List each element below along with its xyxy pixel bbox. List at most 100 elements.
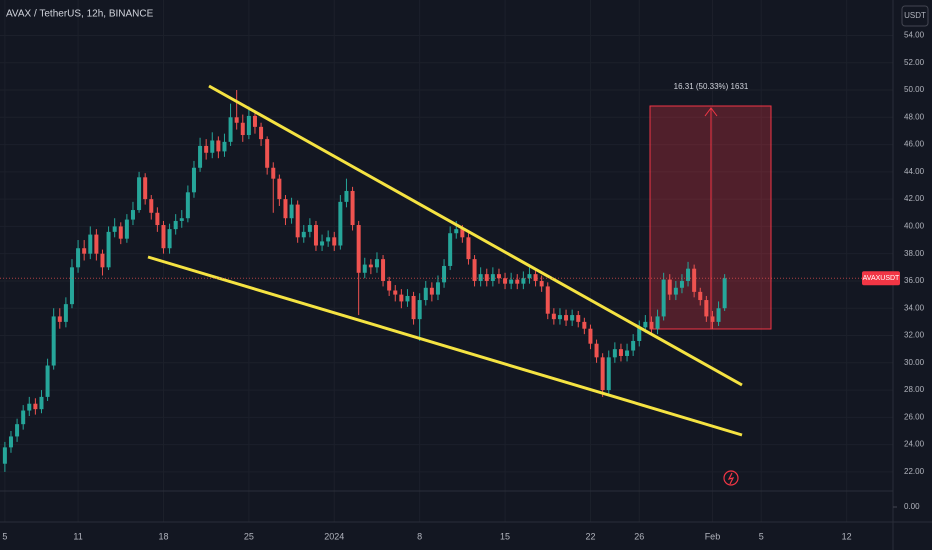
candle-body bbox=[435, 282, 440, 295]
candle-body bbox=[283, 199, 288, 219]
candle-body bbox=[295, 204, 300, 238]
candle-body bbox=[173, 220, 178, 230]
candle-body bbox=[594, 343, 599, 358]
candle-body bbox=[338, 201, 343, 246]
candle-body bbox=[411, 295, 416, 320]
candle-body bbox=[228, 117, 233, 142]
x-tick-label: 11 bbox=[73, 531, 82, 541]
candle-body bbox=[112, 226, 117, 232]
candle-body bbox=[307, 225, 312, 232]
x-tick-label: 15 bbox=[500, 531, 510, 541]
candle-body bbox=[94, 234, 99, 254]
candle-body bbox=[216, 140, 221, 152]
candle-body bbox=[515, 279, 520, 284]
candle-body bbox=[686, 268, 691, 281]
x-tick-label: 22 bbox=[585, 531, 595, 541]
candle-body bbox=[637, 327, 642, 341]
candle-body bbox=[643, 321, 648, 328]
candle-body bbox=[88, 234, 93, 254]
candle-body bbox=[2, 447, 7, 464]
candle-body bbox=[356, 225, 361, 273]
candle-body bbox=[600, 357, 605, 391]
candles bbox=[2, 90, 727, 472]
candle-body bbox=[289, 204, 294, 219]
candle-body bbox=[533, 274, 538, 281]
candle-body bbox=[539, 280, 544, 287]
candle-body bbox=[710, 316, 715, 322]
candle-body bbox=[667, 279, 672, 295]
y-tick-label: 36.00 bbox=[904, 276, 925, 285]
candle-body bbox=[423, 287, 428, 301]
candle-body bbox=[618, 349, 623, 356]
x-tick-label: 12 bbox=[842, 531, 852, 541]
candle-body bbox=[472, 259, 477, 281]
candle-body bbox=[673, 287, 678, 295]
candle-body bbox=[478, 274, 483, 281]
candle-body bbox=[124, 219, 129, 239]
candle-body bbox=[198, 145, 203, 168]
candle-body bbox=[399, 294, 404, 302]
y-tick-label: 50.00 bbox=[904, 85, 925, 94]
candle-body bbox=[429, 287, 434, 295]
candle-body bbox=[45, 365, 50, 397]
x-tick-label: 2024 bbox=[324, 531, 344, 541]
y-tick-label: 54.00 bbox=[904, 31, 925, 40]
x-tick-label: 5 bbox=[759, 531, 764, 541]
currency-box[interactable] bbox=[901, 5, 929, 27]
candle-body bbox=[167, 229, 172, 249]
candle-body bbox=[368, 264, 373, 268]
candle-body bbox=[661, 279, 666, 317]
x-tick-label: 5 bbox=[2, 531, 7, 541]
candle-body bbox=[259, 126, 264, 140]
candle-body bbox=[100, 253, 105, 268]
event-icon[interactable] bbox=[723, 470, 739, 486]
candle-body bbox=[210, 140, 215, 153]
trend-line-upper bbox=[208, 84, 743, 387]
candle-body bbox=[381, 259, 386, 281]
candle-body bbox=[265, 139, 270, 168]
candle-body bbox=[606, 357, 611, 391]
candle-body bbox=[551, 313, 556, 320]
y-tick-label: 34.00 bbox=[904, 303, 925, 312]
candle-body bbox=[466, 237, 471, 260]
candle-body bbox=[277, 178, 282, 200]
grid bbox=[0, 0, 893, 522]
candle-body bbox=[320, 241, 325, 246]
candle-body bbox=[161, 225, 166, 249]
candle-body bbox=[496, 274, 501, 279]
candle-body bbox=[118, 226, 123, 239]
candle-body bbox=[692, 268, 697, 292]
candle-body bbox=[51, 316, 56, 366]
candle-body bbox=[490, 274, 495, 281]
y-tick-label: 38.00 bbox=[904, 249, 925, 258]
x-tick-label: 18 bbox=[158, 531, 168, 541]
y-tick-label: 52.00 bbox=[904, 58, 925, 67]
candle-body bbox=[509, 279, 514, 284]
candle-body bbox=[545, 286, 550, 314]
candle-body bbox=[143, 177, 148, 200]
candle-body bbox=[704, 300, 709, 317]
x-tick-label: 25 bbox=[244, 531, 254, 541]
candle-body bbox=[222, 141, 227, 152]
x-tick-label: 26 bbox=[634, 531, 644, 541]
candle-body bbox=[454, 229, 459, 234]
candle-body bbox=[252, 115, 257, 127]
candle-body bbox=[33, 403, 38, 410]
candle-body bbox=[448, 233, 453, 266]
candle-body bbox=[301, 231, 306, 238]
candle-body bbox=[387, 280, 392, 291]
measure-label: 16.31 (50.33%) 1631 bbox=[674, 82, 749, 91]
candle-body bbox=[716, 308, 721, 322]
y-tick-label: 26.00 bbox=[904, 412, 925, 421]
candle-body bbox=[393, 290, 398, 295]
last-price-box bbox=[862, 271, 900, 286]
candle-body bbox=[27, 403, 32, 411]
candle-body bbox=[149, 199, 154, 213]
trend-line-lower bbox=[147, 255, 743, 437]
candle-body bbox=[130, 210, 135, 220]
candle-body bbox=[405, 295, 410, 302]
candle-body bbox=[698, 291, 703, 301]
candle-body bbox=[271, 167, 276, 179]
symbol-label: AVAXUSDT bbox=[863, 275, 900, 282]
